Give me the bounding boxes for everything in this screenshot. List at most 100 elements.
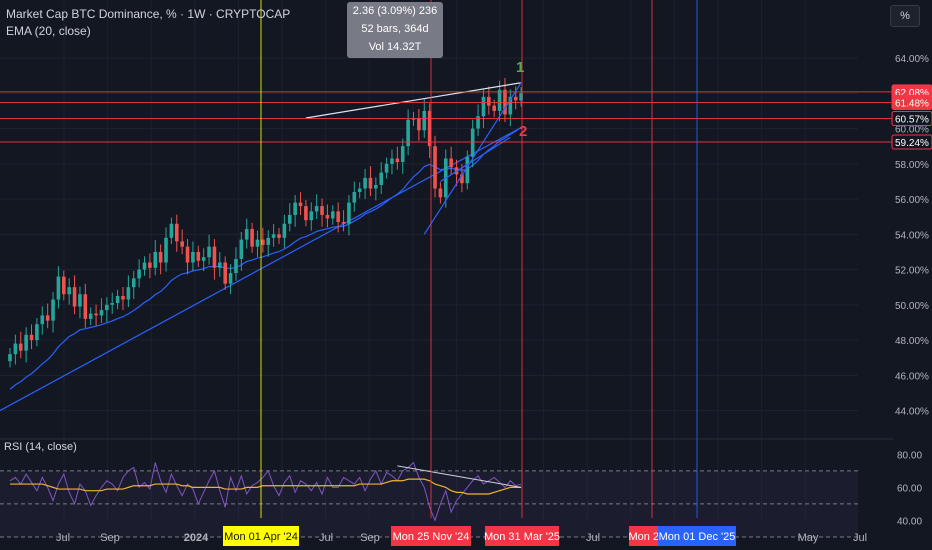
price-axis-label: 64.00% bbox=[895, 54, 929, 65]
time-marker-box bbox=[223, 526, 299, 546]
measure-change: 2.36 (3.09%) 236 bbox=[352, 5, 438, 17]
rsi-axis-label: 80.00 bbox=[897, 450, 922, 461]
candle-body bbox=[131, 278, 136, 288]
price-label: 62.08% bbox=[895, 88, 929, 99]
price-axis-label: 58.00% bbox=[895, 160, 929, 171]
candle-body bbox=[282, 223, 287, 238]
candle-body bbox=[223, 262, 227, 284]
candle-body bbox=[250, 229, 254, 247]
candle-body bbox=[45, 315, 50, 321]
candle-body bbox=[110, 303, 115, 305]
time-axis-label: Jul bbox=[56, 532, 70, 544]
candle-body bbox=[56, 276, 61, 300]
candle-body bbox=[218, 262, 222, 268]
gridlines bbox=[0, 0, 858, 520]
candle-body bbox=[148, 262, 152, 268]
candle-body bbox=[293, 202, 297, 215]
measure-volume: Vol 14.32T bbox=[368, 41, 422, 53]
candle-body bbox=[212, 246, 217, 268]
candle-body bbox=[449, 158, 453, 168]
candle-body bbox=[121, 296, 125, 300]
candle-body bbox=[433, 146, 437, 189]
candle-body bbox=[13, 343, 18, 355]
candle-body bbox=[271, 234, 276, 238]
rsi-ma-line bbox=[10, 478, 522, 495]
candle-body bbox=[164, 237, 168, 263]
candle-body bbox=[191, 251, 195, 263]
candle-body bbox=[83, 294, 88, 319]
candle-body bbox=[363, 177, 367, 189]
candle-body bbox=[99, 310, 104, 316]
time-axis-label: Jul bbox=[853, 532, 867, 544]
candle-body bbox=[277, 234, 281, 238]
candle-body bbox=[8, 354, 12, 362]
price-lines bbox=[0, 91, 893, 143]
time-axis-label: Sep bbox=[360, 532, 380, 544]
candle-body bbox=[336, 211, 340, 222]
measure-tooltip: 2.36 (3.09%) 236 52 bars, 364d Vol 14.32… bbox=[347, 2, 443, 58]
candle-body bbox=[427, 110, 432, 147]
candle-body bbox=[142, 262, 147, 270]
candle-body bbox=[115, 296, 120, 304]
upper-trendline bbox=[305, 82, 522, 119]
time-axis-label: Sep bbox=[100, 532, 120, 544]
candle-body bbox=[35, 324, 39, 341]
candle-body bbox=[40, 315, 45, 325]
time-axis-label: Jul bbox=[586, 532, 600, 544]
rsi-axis-label: 40.00 bbox=[897, 516, 922, 527]
candle-body bbox=[395, 158, 400, 163]
price-label: 60.57% bbox=[895, 115, 929, 126]
candle-body bbox=[314, 206, 319, 212]
candle-body bbox=[438, 188, 443, 198]
candle-body bbox=[309, 211, 314, 221]
candle-body bbox=[422, 110, 427, 131]
candle-body bbox=[476, 116, 480, 129]
candle-body bbox=[287, 214, 292, 224]
time-marker-box bbox=[485, 526, 559, 546]
candle-body bbox=[105, 304, 109, 311]
candle-body bbox=[228, 273, 233, 284]
time-axis-label: Jul bbox=[319, 532, 333, 544]
candle-body bbox=[201, 257, 206, 261]
candle-body bbox=[470, 128, 475, 157]
candle-body bbox=[153, 251, 158, 268]
candle-body bbox=[174, 223, 179, 242]
price-axis-label: 50.00% bbox=[895, 301, 929, 312]
candle-body bbox=[255, 239, 260, 247]
price-label-box bbox=[891, 94, 932, 110]
candle-body bbox=[298, 202, 303, 207]
candle-body bbox=[239, 239, 244, 259]
candle-body bbox=[196, 251, 201, 261]
price-axis-label: 48.00% bbox=[895, 336, 929, 347]
chart-title: Market Cap BTC Dominance, % · 1W · CRYPT… bbox=[6, 7, 291, 21]
candles bbox=[8, 77, 523, 368]
candle-body bbox=[88, 313, 93, 319]
time-marker-label: Mon 01 Apr '24 bbox=[224, 531, 298, 543]
annotation-1: 1 bbox=[516, 59, 524, 76]
price-axis-label: 44.00% bbox=[895, 407, 929, 418]
candle-body bbox=[497, 89, 502, 111]
candle-body bbox=[352, 192, 357, 203]
candle-body bbox=[126, 287, 131, 300]
candle-body bbox=[368, 177, 373, 189]
ema-legend[interactable]: EMA (20, close) bbox=[6, 24, 91, 38]
candle-body bbox=[390, 158, 394, 164]
candle-body bbox=[325, 214, 330, 219]
candle-body bbox=[331, 211, 335, 219]
candle-body bbox=[465, 156, 470, 184]
price-axis-label: 54.00% bbox=[895, 230, 929, 241]
time-marker-label: Mon 01 Dec '25 bbox=[659, 531, 736, 543]
time-marker-box bbox=[391, 526, 471, 546]
candle-body bbox=[347, 202, 351, 224]
percent-scale-button[interactable]: % bbox=[890, 5, 920, 27]
price-label: 61.48% bbox=[895, 98, 929, 109]
rsi-axis-label: 60.00 bbox=[897, 483, 922, 494]
candle-body bbox=[234, 258, 238, 274]
candle-body bbox=[384, 163, 389, 173]
candle-body bbox=[460, 174, 464, 184]
price-axis: 64.00%62.00%60.00%58.00%56.00%54.00%52.0… bbox=[891, 54, 932, 418]
candle-body bbox=[379, 172, 384, 185]
candle-body bbox=[481, 96, 486, 117]
rsi-legend[interactable]: RSI (14, close) bbox=[4, 441, 77, 453]
